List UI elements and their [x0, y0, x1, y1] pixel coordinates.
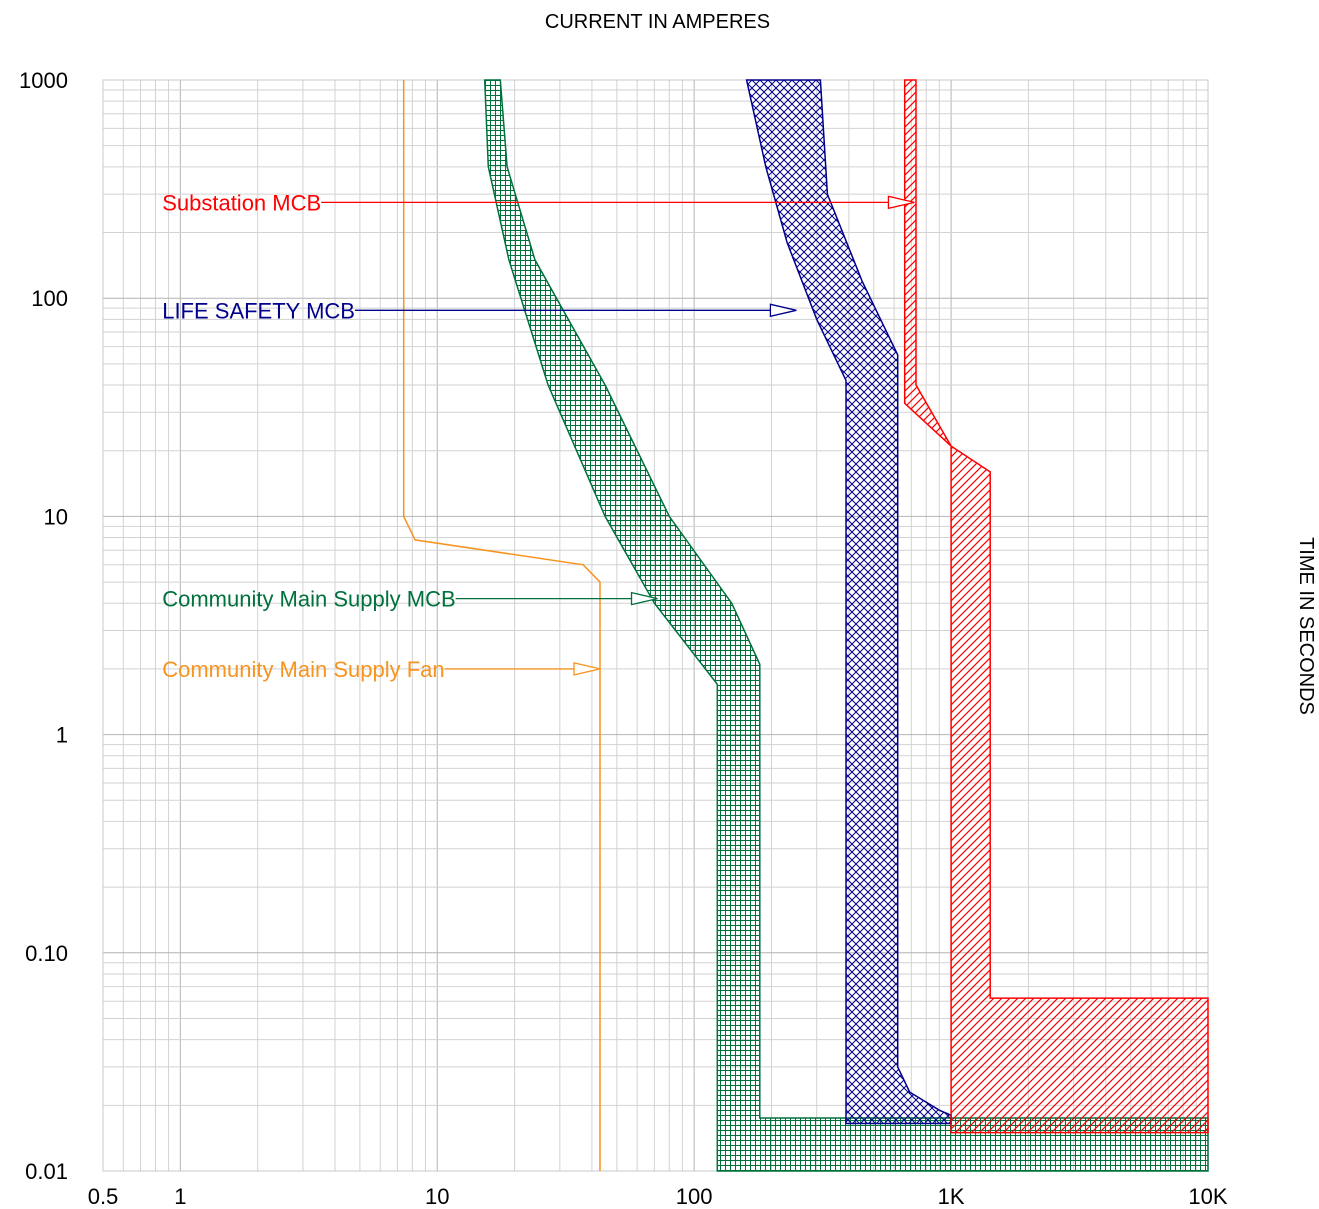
x-axis-title: CURRENT IN AMPERES: [545, 11, 770, 33]
x-tick-label: 10: [425, 1184, 449, 1209]
y-tick-label: 10: [44, 504, 68, 529]
series-community-main-supply-fan: Community Main Supply Fan: [162, 80, 601, 1171]
fan-curve-line: [402, 80, 601, 1171]
y-tick-label: 1000: [19, 68, 68, 93]
series-substation-mcb: Substation MCB: [162, 79, 1209, 1134]
x-tick-label: 10K: [1188, 1184, 1227, 1209]
leader-arrowhead: [769, 303, 797, 318]
leader-arrowhead: [630, 591, 658, 606]
tcc-band: [903, 79, 1209, 1134]
leader-arrowhead: [573, 662, 601, 676]
series-layer: Community Main Supply Fan Community Main …: [162, 79, 1209, 1172]
y-tick-label: 0.01: [25, 1159, 68, 1184]
y-axis-title: TIME IN SECONDS: [1295, 537, 1317, 715]
x-tick-label: 1: [174, 1184, 186, 1209]
series-label: Substation MCB: [162, 190, 321, 215]
leader-arrowhead: [887, 195, 915, 210]
plot-frame: [102, 79, 1209, 1172]
tick-labels: 0.5 1 10 100 1K 10K 1000 100 10 1 0.10 0.01: [19, 68, 1228, 1209]
series-label: Community Main Supply Fan: [162, 657, 444, 682]
x-tick-label: 1K: [938, 1184, 965, 1209]
y-tick-label: 0.10: [25, 941, 68, 966]
y-tick-label: 1: [56, 723, 68, 748]
grid: [102, 79, 1209, 1172]
x-tick-label: 0.5: [88, 1184, 119, 1209]
y-tick-label: 100: [31, 286, 68, 311]
series-label: Community Main Supply MCB: [162, 587, 455, 612]
series-label: LIFE SAFETY MCB: [162, 298, 355, 323]
x-tick-label: 100: [676, 1184, 713, 1209]
